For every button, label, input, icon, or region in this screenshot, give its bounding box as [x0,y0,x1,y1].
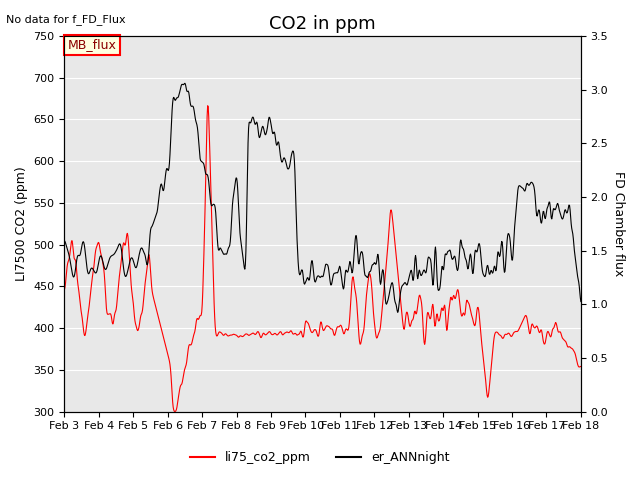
er_ANNnight [552,205,560,211]
Legend: li75_co2_ppm, er_ANNnight: li75_co2_ppm, er_ANNnight [186,446,454,469]
Title: CO2 in ppm: CO2 in ppm [269,15,376,33]
li75_co2_ppm [366,271,374,276]
er_ANNnight [561,210,568,216]
li75_co2_ppm [156,322,164,327]
er_ANNnight [394,310,401,315]
er_ANNnight [156,184,164,190]
er_ANNnight [181,81,189,86]
er_ANNnight [61,238,68,244]
li75_co2_ppm [276,329,284,335]
li75_co2_ppm [561,337,568,343]
Text: No data for f_FD_Flux: No data for f_FD_Flux [6,14,126,25]
Line: li75_co2_ppm: li75_co2_ppm [65,106,581,411]
Y-axis label: FD Chamber flux: FD Chamber flux [612,171,625,276]
Line: er_ANNnight: er_ANNnight [65,84,581,312]
er_ANNnight [85,270,93,276]
er_ANNnight [275,144,283,149]
li75_co2_ppm [85,303,93,309]
li75_co2_ppm [552,320,560,326]
li75_co2_ppm [171,408,179,414]
li75_co2_ppm [577,363,585,369]
li75_co2_ppm [204,103,211,108]
er_ANNnight [577,299,585,304]
li75_co2_ppm [61,287,68,293]
Y-axis label: LI7500 CO2 (ppm): LI7500 CO2 (ppm) [15,167,28,281]
er_ANNnight [365,269,373,275]
Text: MB_flux: MB_flux [68,38,116,51]
